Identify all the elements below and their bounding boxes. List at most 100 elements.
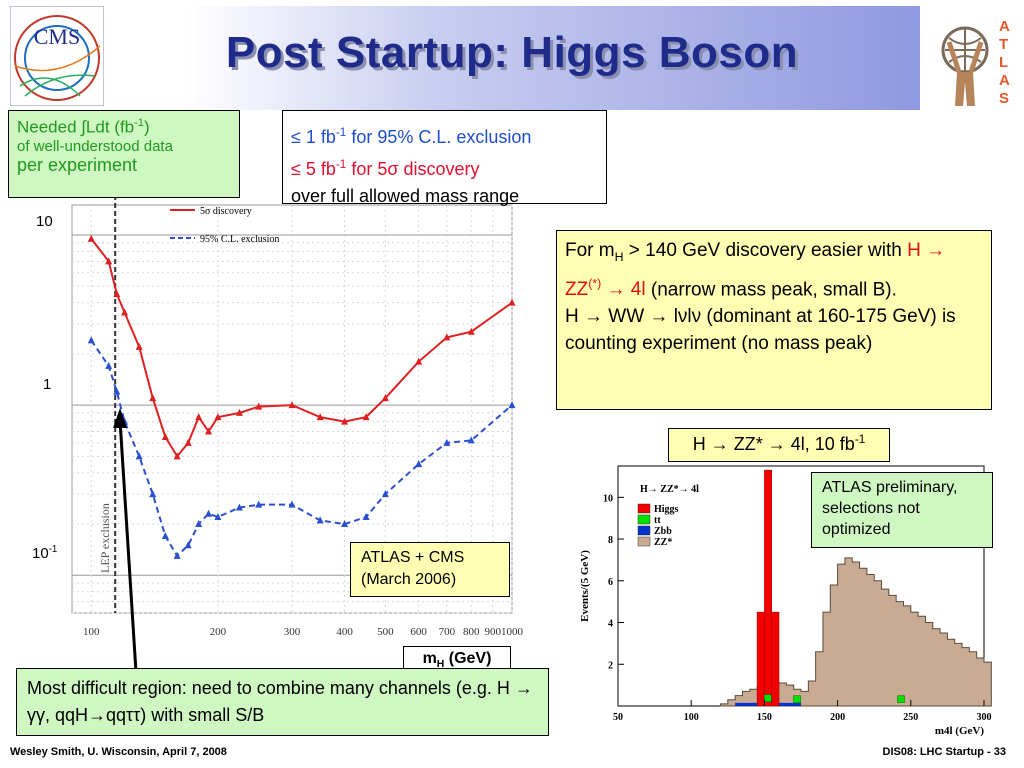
data-point <box>467 327 475 335</box>
exclusion-box: ≤ 1 fb-1 for 95% C.L. exclusion ≤ 5 fb-1… <box>282 110 607 206</box>
data-point <box>508 298 516 306</box>
hist-x-tick-label-100: 100 <box>684 712 699 723</box>
mh140-box: For mH > 140 GeV discovery easier with H… <box>556 230 992 410</box>
hist-xlabel: m4l (GeV) <box>935 725 985 736</box>
data-point <box>105 257 113 265</box>
needed-ldt-box: Needed ∫Ldt (fb-1) of well-understood da… <box>8 110 240 198</box>
data-point <box>381 490 389 498</box>
atlas-preliminary-box: ATLAS preliminary, selections not optimi… <box>811 472 993 548</box>
hist-x-tick-label-50: 50 <box>613 712 623 723</box>
data-point <box>149 490 157 498</box>
page-title-text: Post Startup: Higgs Boson <box>225 28 799 77</box>
x-tick-label-800: 800 <box>463 626 480 638</box>
data-point <box>214 512 222 520</box>
data-point <box>235 408 243 416</box>
data-point <box>235 503 243 511</box>
left-ytick-0.1: 10-1 <box>32 544 58 562</box>
higgs-bin <box>764 469 772 707</box>
hist-x-tick-label-250: 250 <box>903 712 918 723</box>
hist-legend-label-2: Zbb <box>654 526 672 537</box>
atlas-cms-box: ATLAS + CMS (March 2006) <box>350 542 510 597</box>
left-ytick-10: 10 <box>36 213 53 230</box>
x-tick-label-300: 300 <box>284 626 301 638</box>
data-point <box>121 308 129 316</box>
legend-label-0: 5σ discovery <box>200 206 252 217</box>
data-point <box>149 394 157 402</box>
data-point <box>288 401 296 409</box>
data-point <box>173 452 181 460</box>
hist-y-tick-label-2: 2 <box>608 660 613 671</box>
data-point <box>161 432 169 440</box>
footer-left: Wesley Smith, U. Wisconsin, April 7, 200… <box>10 746 227 758</box>
title-band <box>105 6 920 110</box>
legend-label-1: 95% C.L. exclusion <box>200 234 279 245</box>
higgs-bin <box>771 611 780 707</box>
footer-right: DIS08: LHC Startup - 33 <box>882 746 1006 758</box>
data-point <box>341 417 349 425</box>
hist-x-tick-label-300: 300 <box>977 712 992 723</box>
data-point <box>341 520 349 528</box>
data-point <box>443 333 451 341</box>
cms-logo: CMS <box>9 5 105 107</box>
data-point <box>113 387 121 395</box>
data-point <box>362 413 370 421</box>
hist-y-tick-label-8: 8 <box>608 535 613 546</box>
hist-legend-label-0: Higgs <box>654 504 679 515</box>
tt-marker <box>897 695 905 703</box>
data-point <box>205 509 213 517</box>
series-line-1 <box>90 339 513 558</box>
tt-marker <box>793 695 801 703</box>
hist-y-tick-label-4: 4 <box>608 619 613 630</box>
data-point <box>214 413 222 421</box>
hist-y-tick-label-10: 10 <box>603 493 613 504</box>
data-point <box>195 413 203 421</box>
hist-legend-label-1: tt <box>654 515 661 526</box>
hist-x-tick-label-150: 150 <box>757 712 772 723</box>
data-point <box>87 336 95 344</box>
page-title: Post Startup: Higgs Boson <box>0 0 1024 110</box>
tt-marker <box>764 694 772 702</box>
data-point <box>288 500 296 508</box>
x-tick-label-100: 100 <box>83 626 100 638</box>
x-tick-label-900: 900 <box>484 626 501 638</box>
lep-exclusion-label: LEP exclusion <box>98 503 112 573</box>
data-point <box>316 413 324 421</box>
data-point <box>443 438 451 446</box>
zz-title-box: H → ZZ* → 4l, 10 fb-1 <box>668 428 890 462</box>
data-point <box>105 361 113 369</box>
difficult-region-box: Most difficult region: need to combine m… <box>16 668 549 736</box>
data-point <box>381 394 389 402</box>
x-tick-label-200: 200 <box>210 626 227 638</box>
atlas-logo-text: ATLAS <box>999 18 1010 107</box>
data-point <box>467 436 475 444</box>
x-tick-label-400: 400 <box>336 626 353 638</box>
data-point <box>135 342 143 350</box>
data-point <box>255 500 263 508</box>
hist-legend-label-3: ZZ* <box>654 537 672 548</box>
hist-title: H→ ZZ*→ 4l <box>640 484 699 495</box>
data-point <box>161 532 169 540</box>
data-point <box>184 438 192 446</box>
data-point <box>205 427 213 435</box>
data-point <box>113 289 121 297</box>
data-point <box>508 401 516 409</box>
x-tick-label-1000: 1000 <box>501 626 524 638</box>
data-point <box>255 402 263 410</box>
cms-logo-text: CMS <box>34 24 80 49</box>
x-tick-label-600: 600 <box>410 626 427 638</box>
hist-ylabel: Events/(5 GeV) <box>579 550 591 622</box>
x-tick-label-500: 500 <box>377 626 394 638</box>
data-point <box>184 541 192 549</box>
hist-y-tick-label-6: 6 <box>608 577 613 588</box>
data-point <box>87 234 95 242</box>
hist-legend-swatch-1 <box>637 514 651 525</box>
data-point <box>362 512 370 520</box>
x-tick-label-700: 700 <box>439 626 456 638</box>
hist-legend-swatch-0 <box>637 503 651 514</box>
data-point <box>415 357 423 365</box>
data-point <box>173 551 181 559</box>
hist-x-tick-label-200: 200 <box>830 712 845 723</box>
atlas-logo: ATLAS <box>935 10 1020 108</box>
left-ytick-1: 1 <box>43 376 52 393</box>
hist-legend-swatch-3 <box>637 536 651 547</box>
